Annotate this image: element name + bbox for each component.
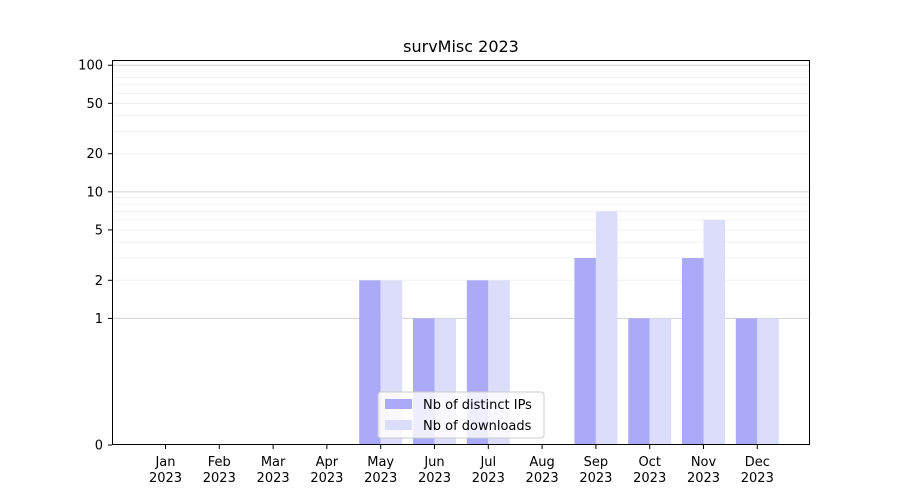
bar-distinct-ips (628, 318, 650, 445)
x-tick-label: Jul 2023 (472, 455, 505, 486)
legend-swatch (385, 420, 412, 430)
plot-area-frame (112, 60, 810, 445)
y-tick-label: 100 (78, 59, 103, 74)
x-tick-label: Jan 2023 (149, 455, 182, 486)
x-tick-label: Sep 2023 (579, 455, 612, 486)
x-tick-label: May 2023 (364, 455, 397, 486)
x-tick-label: Mar 2023 (257, 455, 290, 486)
chart-title: survMisc 2023 (403, 37, 519, 56)
x-tick-label: Aug 2023 (526, 455, 559, 486)
grid-lines (112, 64, 810, 319)
legend-label: Nb of downloads (423, 419, 532, 434)
legend-box (377, 391, 545, 439)
legend: Nb of distinct IPs Nb of downloads (377, 391, 545, 439)
y-tick-label: 20 (86, 147, 103, 162)
y-tick-label: 5 (95, 223, 103, 238)
x-tick-label: Apr 2023 (310, 455, 343, 486)
x-tick-label: Dec 2023 (741, 455, 774, 486)
bar-downloads (703, 219, 725, 445)
x-tick-label: Jun 2023 (418, 455, 451, 486)
y-tick-label: 0 (95, 439, 103, 454)
bar-distinct-ips (682, 258, 704, 445)
bar-downloads (649, 318, 672, 445)
y-axis: 0 1 2 5 10 20 50 100 (78, 59, 112, 454)
y-tick-label: 50 (86, 97, 103, 112)
y-tick-label: 10 (86, 185, 103, 200)
bar-distinct-ips (735, 318, 758, 445)
x-tick-label: Oct 2023 (633, 455, 666, 486)
legend-swatch (385, 399, 412, 409)
bar-distinct-ips (359, 280, 381, 445)
x-axis: Jan 2023 Feb 2023 Mar 2023 Apr 2023 May 2023 Jun 20… (149, 445, 774, 486)
x-tick-label: Feb 2023 (203, 455, 236, 486)
bar-distinct-ips (574, 258, 596, 445)
legend-label: Nb of distinct IPs (423, 398, 532, 413)
x-tick-label: Nov 2023 (687, 455, 720, 486)
bar-downloads (757, 318, 779, 445)
bar-downloads (595, 211, 618, 445)
y-tick-label: 1 (95, 312, 103, 327)
y-tick-label: 2 (95, 274, 103, 289)
